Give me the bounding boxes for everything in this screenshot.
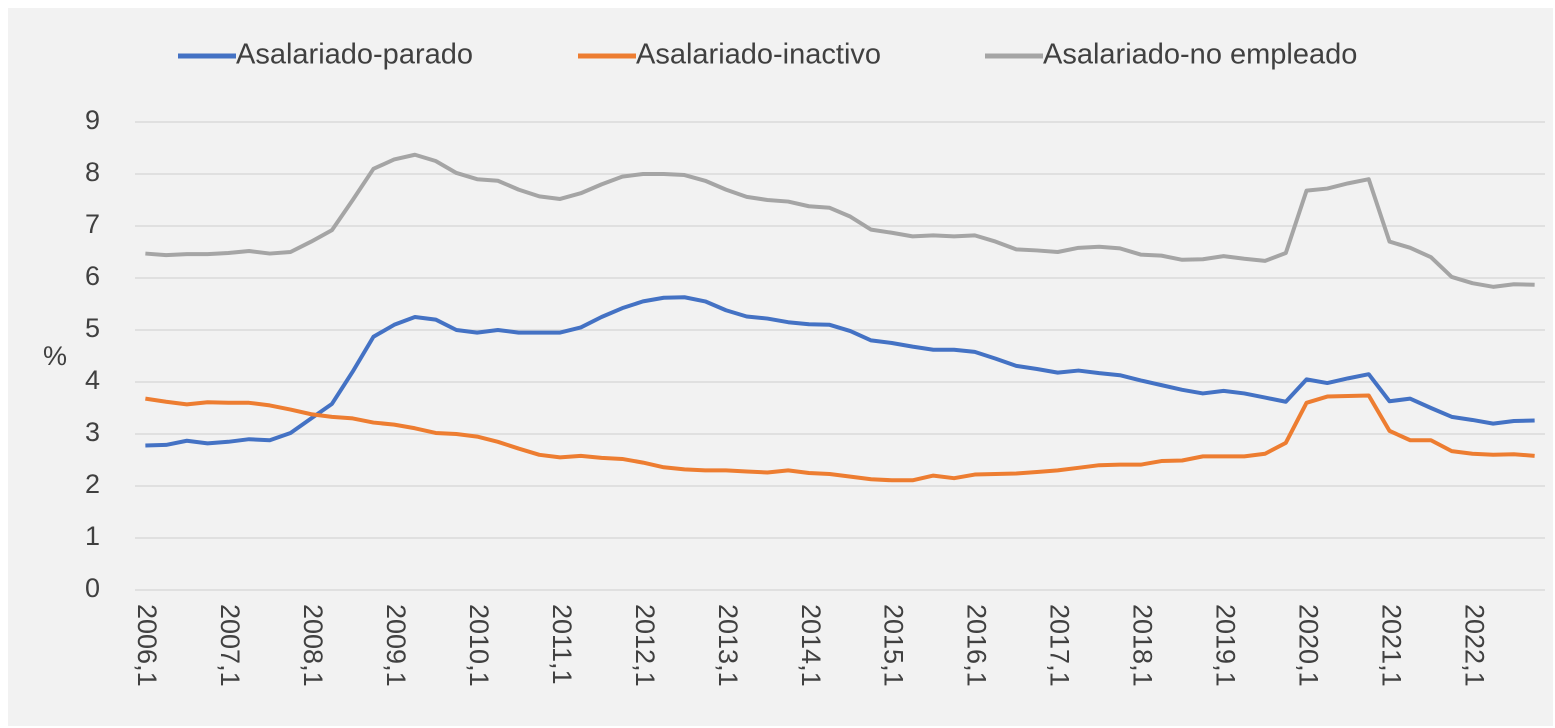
legend-label: Asalariado-parado — [236, 39, 473, 71]
y-tick-label: 1 — [85, 521, 100, 551]
y-tick-label: 8 — [85, 157, 100, 187]
y-tick-label: 2 — [85, 469, 100, 499]
y-axis-label: % — [43, 341, 67, 371]
y-tick-label: 6 — [85, 261, 100, 291]
x-tick-label: 2011,1 — [547, 604, 577, 685]
x-tick-label: 2006,1 — [132, 604, 162, 687]
x-tick-label: 2019,1 — [1210, 604, 1240, 687]
x-tick-label: 2010,1 — [464, 604, 494, 687]
y-tick-label: 4 — [85, 365, 100, 395]
y-tick-label: 3 — [85, 417, 100, 447]
line-series — [145, 152, 1535, 289]
x-tick-label: 2014,1 — [796, 604, 826, 687]
y-tick-label: 0 — [85, 573, 100, 603]
legend-label: Asalariado-inactivo — [636, 39, 881, 71]
y-tick-label: 5 — [85, 313, 100, 343]
line-series — [145, 295, 1535, 448]
x-tick-label: 2016,1 — [962, 604, 992, 687]
x-tick-label: 2018,1 — [1128, 604, 1158, 687]
legend-label: Asalariado-no empleado — [1043, 39, 1357, 71]
y-tick-label: 7 — [85, 209, 100, 239]
x-tick-label: 2020,1 — [1293, 604, 1323, 687]
x-tick-label: 2008,1 — [298, 604, 328, 687]
x-tick-label: 2021,1 — [1376, 604, 1406, 687]
x-tick-label: 2013,1 — [713, 604, 743, 687]
x-tick-label: 2015,1 — [879, 604, 909, 687]
chart-background — [8, 8, 1553, 726]
x-tick-label: 2022,1 — [1459, 604, 1489, 687]
y-tick-label: 9 — [85, 105, 100, 135]
line-series — [145, 393, 1535, 483]
x-tick-label: 2012,1 — [630, 604, 660, 687]
x-tick-label: 2007,1 — [215, 604, 245, 687]
x-tick-label: 2009,1 — [381, 604, 411, 687]
x-tick-label: 2017,1 — [1045, 604, 1075, 687]
